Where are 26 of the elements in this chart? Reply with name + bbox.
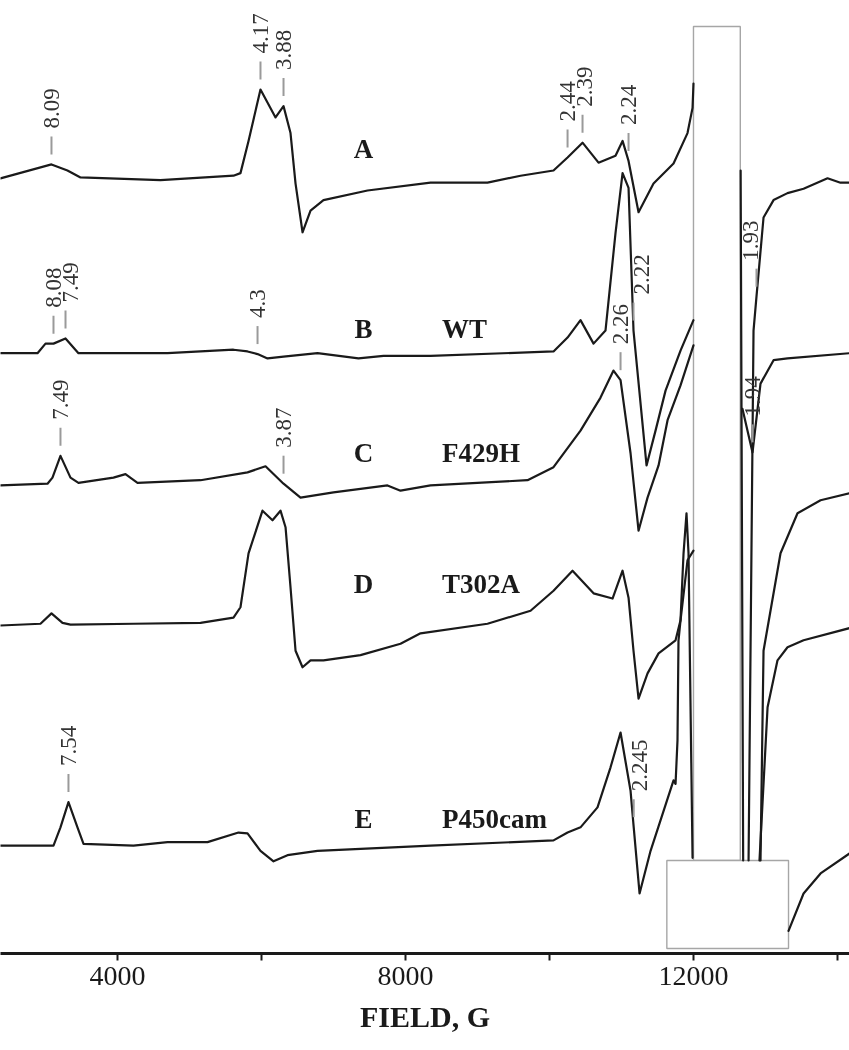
annotation: 1.94	[740, 375, 766, 417]
series-label: D	[353, 568, 374, 599]
annotation: 2.26	[608, 303, 634, 345]
series-label: E	[354, 803, 373, 834]
annotation: 7.54	[55, 725, 81, 767]
annotation: 8.09	[38, 88, 64, 129]
annotation: 3.87	[271, 407, 297, 448]
series-label: B	[354, 313, 373, 344]
annotation: 2.245	[627, 739, 653, 792]
annotation: P450cam	[441, 803, 548, 834]
annotation: 4.3	[245, 289, 271, 319]
annotation: WT	[441, 313, 487, 344]
x-tick-label: 8000	[377, 959, 434, 991]
annotation: 2.24	[616, 84, 642, 125]
annotation: 4.17	[247, 13, 273, 54]
series-label: C	[353, 438, 374, 469]
series-label: A	[353, 133, 374, 164]
annotation: T302A	[441, 568, 521, 599]
annotation: 2.22	[629, 254, 655, 295]
x-tick-label: 4000	[89, 959, 146, 991]
annotation: F429H	[441, 438, 520, 469]
x-axis-title: FIELD, G	[359, 999, 491, 1033]
annotation: 3.88	[271, 29, 297, 71]
annotation: 7.49	[47, 379, 73, 420]
annotation: 1.93	[737, 220, 763, 261]
x-tick-label: 12000	[658, 959, 729, 991]
